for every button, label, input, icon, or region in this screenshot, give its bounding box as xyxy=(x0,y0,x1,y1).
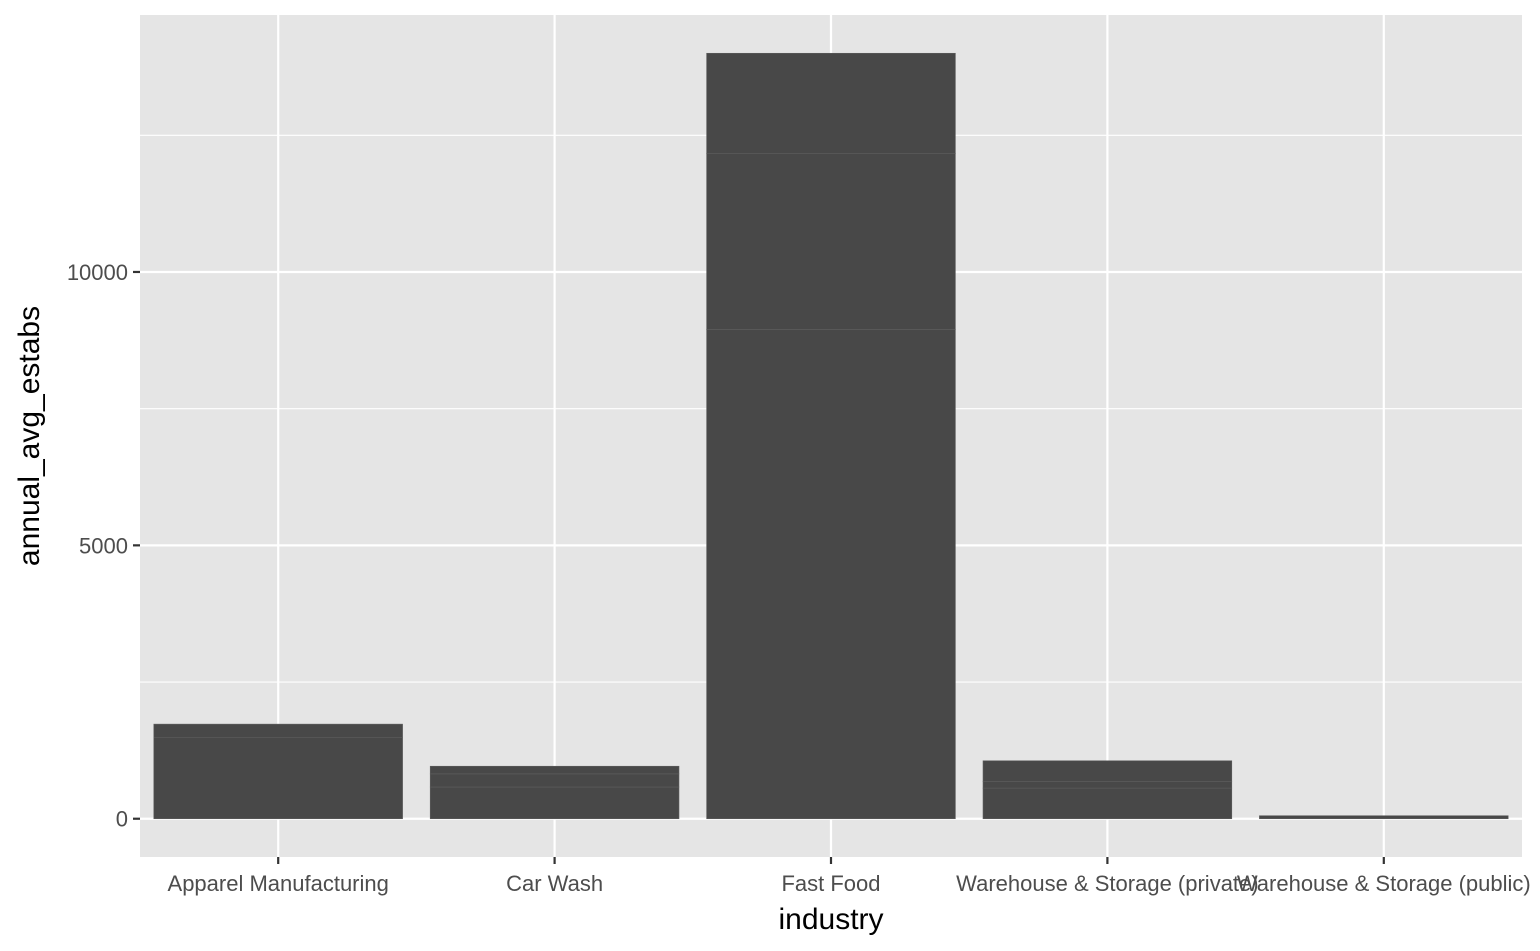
x-tick-label: Warehouse & Storage (private) xyxy=(956,871,1258,896)
y-tick-label: 5000 xyxy=(79,533,128,558)
y-axis: 0 5000 10000 xyxy=(67,260,140,832)
bar-segment xyxy=(982,781,1233,789)
x-tick-label: Apparel Manufacturing xyxy=(168,871,389,896)
x-tick-label: Car Wash xyxy=(506,871,603,896)
bar-segment xyxy=(706,153,956,330)
x-tick-label: Warehouse & Storage (public) xyxy=(1237,871,1531,896)
bar-segment xyxy=(153,736,403,820)
y-tick-label: 0 xyxy=(116,807,128,832)
y-tick-label: 10000 xyxy=(67,260,128,285)
bar-segment xyxy=(1259,815,1509,820)
bar-segment xyxy=(429,773,680,788)
x-axis: Apparel Manufacturing Car Wash Fast Food Wa… xyxy=(168,857,1531,896)
bar-segment xyxy=(153,723,403,738)
x-axis-title: industry xyxy=(778,903,883,936)
x-tick-label: Fast Food xyxy=(781,871,880,896)
bar-segment xyxy=(706,329,956,820)
bars xyxy=(153,52,1509,820)
bar-segment xyxy=(982,787,1233,820)
bar-segment xyxy=(706,52,956,154)
bar-segment xyxy=(429,765,680,775)
bar-segment xyxy=(982,760,1233,782)
y-axis-title: annual_avg_estabs xyxy=(13,306,46,566)
bar-segment xyxy=(429,786,680,820)
